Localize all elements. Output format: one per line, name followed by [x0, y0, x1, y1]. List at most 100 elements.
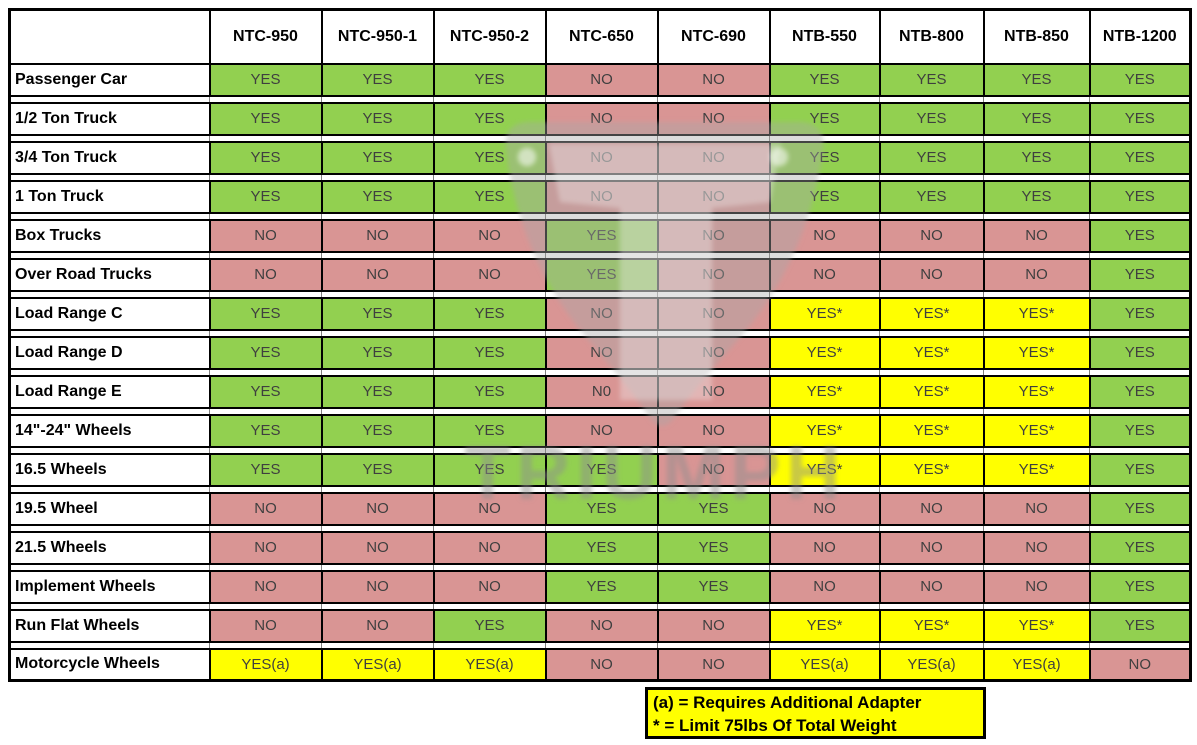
row-label: 16.5 Wheels [8, 452, 211, 487]
column-header: NTB-1200 [1088, 8, 1192, 65]
spacer-row [9, 289, 1191, 299]
table-cell: NO [982, 218, 1091, 253]
table-cell: NO [656, 374, 771, 409]
table-cell: NO [544, 335, 659, 370]
table-cell: YES [656, 530, 771, 565]
table-cell: NO [878, 569, 985, 604]
spacer-row [9, 328, 1191, 338]
table-cell: NO [656, 647, 771, 682]
table-cell: N0 [544, 374, 659, 409]
table-cell: NO [320, 491, 435, 526]
table-cell: YES [208, 452, 323, 487]
spacer-row [9, 367, 1191, 377]
table-cell: YES* [768, 374, 881, 409]
table-cell: YES [320, 452, 435, 487]
spacer-row [9, 445, 1191, 455]
table-row: Load Range E YES YES YES N0 NO YES* YES* YES* YES [8, 374, 1192, 409]
table-cell: YES [320, 374, 435, 409]
table-cell: YES [1088, 491, 1192, 526]
row-label: Motorcycle Wheels [8, 647, 211, 682]
table-cell: YES* [982, 452, 1091, 487]
table-cell: YES [432, 101, 547, 136]
table-cell: YES [432, 335, 547, 370]
table-cell: NO [208, 491, 323, 526]
row-label: Implement Wheels [8, 569, 211, 604]
table-cell: NO [982, 257, 1091, 292]
table-cell: YES [982, 62, 1091, 97]
table-cell: YES* [982, 296, 1091, 331]
column-header: NTC-950 [208, 8, 323, 65]
table-cell: NO [320, 257, 435, 292]
table-cell: YES [544, 218, 659, 253]
table-row: 19.5 Wheel NO NO NO YES YES NO NO NO YES [8, 491, 1192, 526]
table-cell: NO [656, 257, 771, 292]
table-cell: YES [432, 62, 547, 97]
table-cell: NO [982, 491, 1091, 526]
table-cell: YES [208, 179, 323, 214]
table-cell: YES(a) [208, 647, 323, 682]
table-cell: YES [320, 140, 435, 175]
table-cell: YES [544, 569, 659, 604]
column-header: NTC-950-2 [432, 8, 547, 65]
table-cell: NO [878, 257, 985, 292]
spacer-row [9, 484, 1191, 494]
table-cell: YES [208, 62, 323, 97]
table-cell: NO [656, 452, 771, 487]
table-cell: YES [1088, 608, 1192, 643]
table-cell: YES* [768, 296, 881, 331]
table-cell: YES [432, 296, 547, 331]
table-row: Run Flat Wheels NO NO YES NO NO YES* YES* YES* YE… [8, 608, 1192, 643]
row-label: Load Range D [8, 335, 211, 370]
table-cell: YES [768, 62, 881, 97]
table-cell: YES [320, 413, 435, 448]
table-cell: YES [1088, 530, 1192, 565]
table-cell: YES [432, 179, 547, 214]
table-cell: NO [432, 569, 547, 604]
table-cell: YES [544, 452, 659, 487]
table-cell: NO [656, 413, 771, 448]
corner-cell [8, 8, 211, 65]
column-header: NTC-950-1 [320, 8, 435, 65]
table-cell: YES [1088, 218, 1192, 253]
table-row: Load Range D YES YES YES NO NO YES* YES* YES* YES [8, 335, 1192, 370]
column-header: NTB-850 [982, 8, 1091, 65]
table-cell: NO [208, 530, 323, 565]
table-cell: NO [544, 101, 659, 136]
row-label: 14"-24" Wheels [8, 413, 211, 448]
table-cell: NO [768, 530, 881, 565]
spacer-row [9, 211, 1191, 221]
table-cell: YES* [878, 608, 985, 643]
row-label: Run Flat Wheels [8, 608, 211, 643]
table-cell: YES [1088, 296, 1192, 331]
table-cell: YES [432, 140, 547, 175]
table-cell: NO [432, 218, 547, 253]
table-cell: YES [208, 140, 323, 175]
table-cell: YES [878, 179, 985, 214]
table-cell: NO [208, 569, 323, 604]
table-cell: NO [656, 179, 771, 214]
column-header: NTB-550 [768, 8, 881, 65]
table-row: 1 Ton Truck YES YES YES NO NO YES YES YES YES [8, 179, 1192, 214]
table-row: 1/2 Ton Truck YES YES YES NO NO YES YES YES YES [8, 101, 1192, 136]
table-cell: YES* [982, 413, 1091, 448]
table-cell: NO [544, 62, 659, 97]
table-cell: NO [656, 218, 771, 253]
table-cell: YES [320, 101, 435, 136]
table-cell: NO [208, 608, 323, 643]
table-cell: YES [208, 335, 323, 370]
table-cell: YES* [768, 335, 881, 370]
table-cell: NO [878, 530, 985, 565]
table-cell: YES(a) [432, 647, 547, 682]
table-cell: YES [1088, 569, 1192, 604]
table-cell: YES [320, 62, 435, 97]
footnote-box: (a) = Requires Additional Adapter * = Li… [645, 687, 986, 739]
table-cell: YES [656, 569, 771, 604]
table-row: Passenger Car YES YES YES NO NO YES YES YES YES [8, 62, 1192, 97]
table-cell: NO [656, 140, 771, 175]
table-row: 14"-24" Wheels YES YES YES NO NO YES* YES* YES* Y… [8, 413, 1192, 448]
row-label: Over Road Trucks [8, 257, 211, 292]
table-cell: YES [982, 140, 1091, 175]
table-cell: YES [656, 491, 771, 526]
table-cell: NO [768, 257, 881, 292]
table-cell: YES [432, 608, 547, 643]
